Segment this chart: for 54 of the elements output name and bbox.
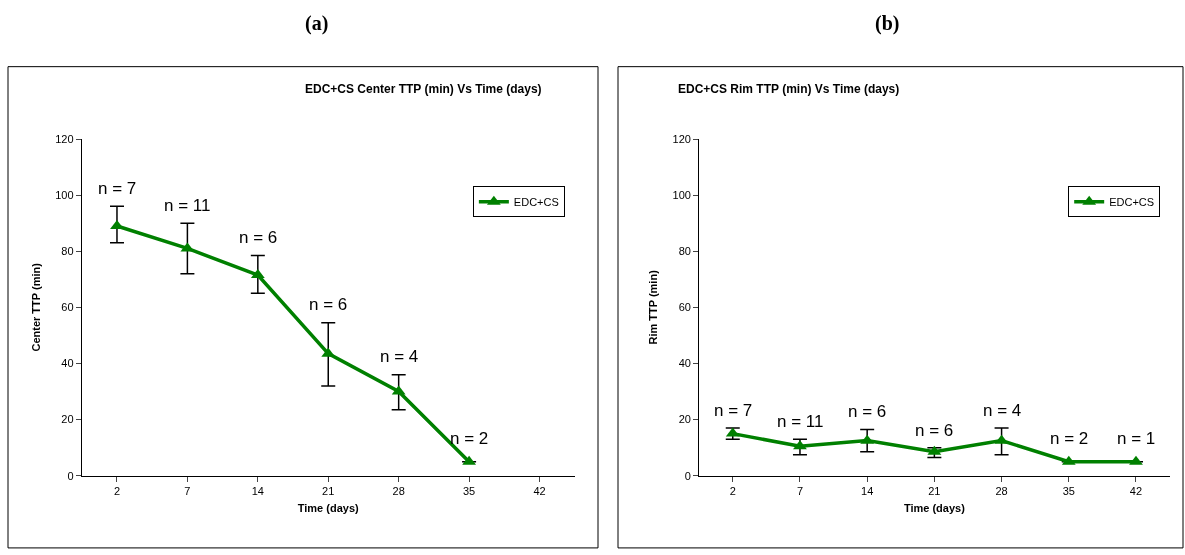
x-tick-label: 35 xyxy=(462,484,476,497)
y-tick-label: 100 xyxy=(55,189,74,201)
annotation: n = 7 xyxy=(714,401,753,420)
y-tick-label: 20 xyxy=(61,413,74,426)
annotation: n = 1 xyxy=(1117,429,1156,448)
annotation: n = 6 xyxy=(309,295,348,314)
y-axis-title: Rim TTP (min) xyxy=(647,269,660,345)
y-tick-label: 60 xyxy=(678,301,691,314)
x-tick-label: 28 xyxy=(392,484,405,497)
point xyxy=(110,220,124,230)
x-tick-label: 14 xyxy=(861,484,874,497)
y-tick-label: 120 xyxy=(55,132,74,145)
chart-title: (a) xyxy=(305,12,329,35)
annotation: n = 4 xyxy=(380,347,419,366)
x-tick-label: 14 xyxy=(251,484,264,497)
legend-label: EDC+CS xyxy=(1109,195,1155,208)
annotation: n = 11 xyxy=(164,196,211,215)
x-axis-title: Time (days) xyxy=(297,502,360,515)
point xyxy=(1129,455,1143,465)
y-tick-label: 0 xyxy=(684,469,691,482)
x-tick-label: 21 xyxy=(928,484,941,497)
legend-label: EDC+CS xyxy=(513,195,559,208)
annotation: n = 6 xyxy=(848,402,887,421)
annotation: n = 4 xyxy=(983,401,1022,420)
x-tick-label: 42 xyxy=(1129,484,1143,497)
x-tick-label: 42 xyxy=(533,484,546,497)
x-tick-label: 35 xyxy=(1062,484,1075,497)
chart-subtitle: EDC+CS Rim TTP (min) Vs Time (days) xyxy=(678,82,900,96)
x-tick-label: 7 xyxy=(796,484,804,497)
annotation: n = 6 xyxy=(915,421,954,440)
annotation: n = 6 xyxy=(239,228,278,247)
point xyxy=(793,440,807,450)
x-tick-label: 28 xyxy=(995,484,1008,497)
x-tick-label: 21 xyxy=(322,484,335,497)
chart-subtitle: EDC+CS Center TTP (min) Vs Time (days) xyxy=(305,82,542,96)
y-tick-label: 40 xyxy=(678,357,691,370)
x-tick-label: 7 xyxy=(184,484,191,497)
y-tick-label: 20 xyxy=(678,413,691,426)
y-tick-label: 80 xyxy=(61,245,74,258)
x-axis-title: Time (days) xyxy=(903,502,966,515)
annotation: n = 7 xyxy=(98,179,137,198)
y-tick-label: 40 xyxy=(61,357,74,370)
annotation: n = 2 xyxy=(1050,429,1089,448)
y-tick-label: 80 xyxy=(678,245,691,258)
y-tick-label: 60 xyxy=(61,301,74,314)
x-tick-label: 2 xyxy=(729,484,736,497)
y-tick-label: 0 xyxy=(67,469,74,482)
x-tick-label: 2 xyxy=(113,484,121,497)
chart-title: (b) xyxy=(875,12,900,35)
annotation: n = 11 xyxy=(777,412,824,431)
y-tick-label: 100 xyxy=(672,189,691,201)
annotation: n = 2 xyxy=(450,429,489,448)
y-axis-title: Center TTP (min) xyxy=(29,262,42,352)
y-tick-label: 120 xyxy=(672,132,691,145)
